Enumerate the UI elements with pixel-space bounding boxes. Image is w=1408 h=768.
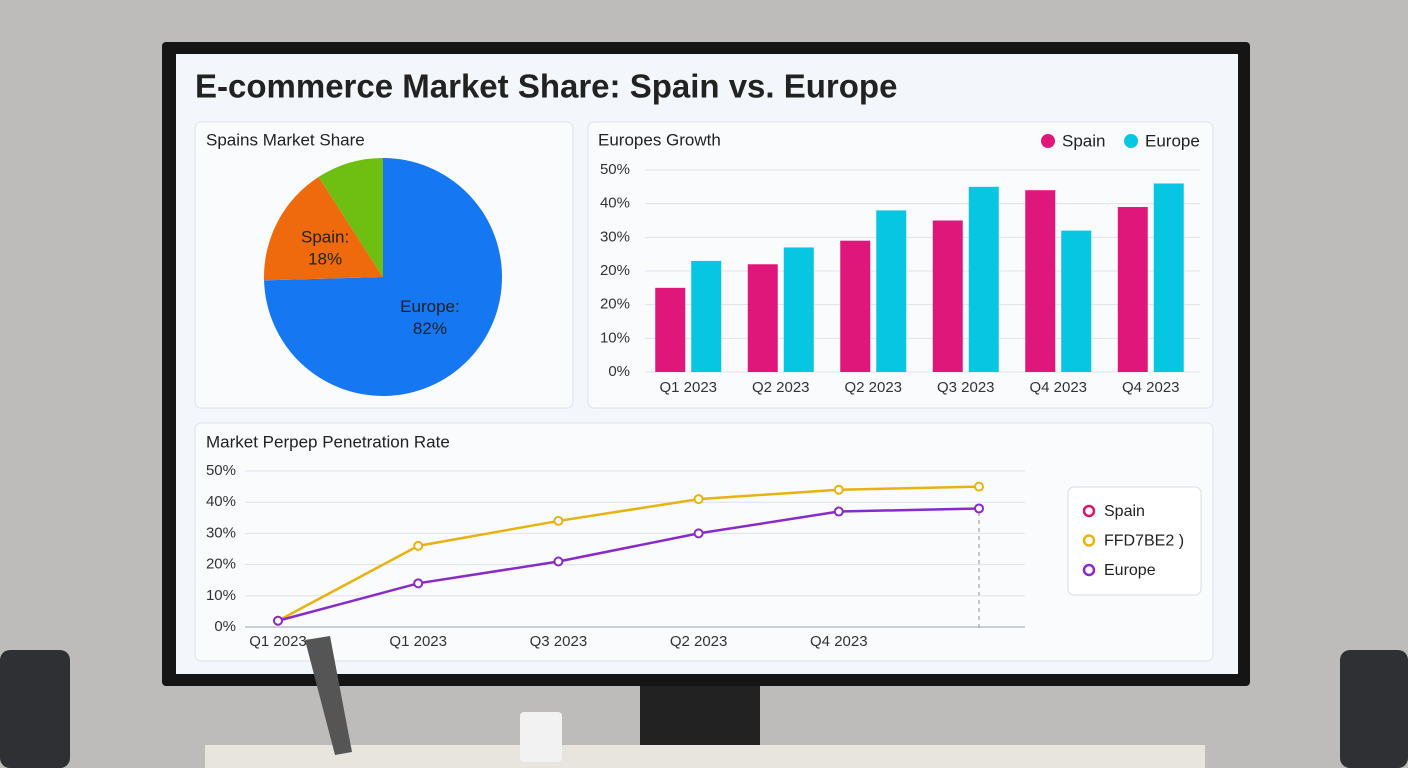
chart-title: Spains Market Share [206,130,365,149]
point [413,578,424,589]
legend-marker [1082,563,1096,577]
y-tick-label: 20% [206,556,236,573]
x-tick-label: Q4 2023 [1122,379,1180,396]
point [413,540,424,551]
bar [1025,190,1056,372]
bar [968,186,999,372]
line [277,507,980,622]
laptop [305,636,352,755]
x-tick-label: Q2 2023 [670,633,728,650]
x-tick-label: Q2 2023 [752,379,810,396]
point [273,615,283,626]
bar [1153,183,1184,372]
legend-box [1067,486,1202,596]
bar [1117,207,1148,372]
y-tick-label: 0% [608,363,630,380]
chart-title: Europes Growth [598,130,721,149]
x-tick-label: Q2 2023 [844,379,902,396]
slice-value-label: 18% [308,250,342,269]
x-tick-label: Q3 2023 [530,633,588,650]
y-tick-label: 10% [600,329,630,346]
x-tick-label: Q1 2023 [249,633,307,650]
point [833,506,844,517]
y-tick-label: 50% [206,462,236,479]
page-title: E-commerce Market Share: Spain vs. Europ… [195,68,897,105]
point [553,556,564,567]
point [833,484,844,495]
x-tick-label: Q1 2023 [659,379,717,396]
legend-label: Spain [1104,503,1145,520]
bar [783,247,814,372]
legend-marker [1041,134,1055,148]
y-tick-label: 40% [600,195,630,212]
y-tick-label: 20% [600,262,630,279]
line [277,485,980,622]
y-tick-label: 0% [214,618,236,635]
x-tick-label: Q4 2023 [810,633,868,650]
x-tick-label: Q1 2023 [389,633,447,650]
slice-value-label: 82% [413,319,447,338]
y-tick-label: 20% [600,296,630,313]
desk [205,745,1205,768]
chair [1340,650,1408,768]
legend-label: Europe [1145,131,1200,150]
panel [194,422,1214,662]
bar [840,240,871,372]
bar [655,287,686,372]
y-tick-label: 50% [600,161,630,178]
point [693,494,704,505]
mug [520,712,562,762]
legend-label: Spain [1062,131,1105,150]
bar [932,220,963,372]
y-tick-label: 30% [206,524,236,541]
y-tick-label: 40% [206,493,236,510]
point [974,503,984,514]
y-tick-label: 10% [206,587,236,604]
x-tick-label: Q3 2023 [937,379,995,396]
pie-slice [318,158,383,277]
point [553,515,564,526]
legend-label: Europe [1104,562,1156,579]
point [974,481,984,492]
x-tick-label: Q4 2023 [1029,379,1087,396]
legend-label: FFD7BE2 ) [1104,533,1184,550]
bar [1061,230,1092,372]
chart-title: Market Perpep Penetration Rate [206,432,450,451]
stand [640,680,760,750]
pie-slice [263,176,383,281]
chair [0,650,70,768]
bar [747,264,778,372]
bar [691,260,722,372]
legend-marker [1082,534,1096,547]
bar [876,210,907,372]
slice-label: Spain: [301,228,349,247]
pie-slice [264,158,502,396]
y-tick-label: 30% [600,228,630,245]
slice-label: Europe: [400,297,460,316]
legend-marker [1124,134,1138,148]
legend-marker [1082,504,1096,518]
point [693,528,704,539]
